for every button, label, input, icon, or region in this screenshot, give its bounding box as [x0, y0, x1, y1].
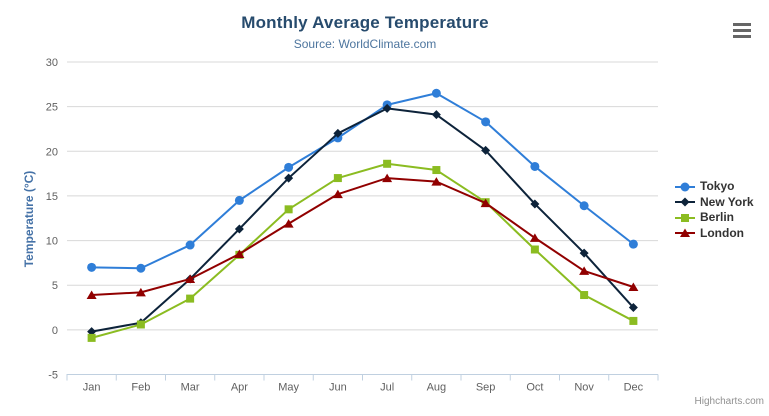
data-point-new-york[interactable] — [333, 128, 343, 138]
x-axis-label: Nov — [574, 382, 594, 394]
series-line-new-york — [90, 107, 635, 333]
data-point-london[interactable] — [86, 290, 97, 300]
hamburger-menu-icon — [733, 35, 751, 38]
x-axis-label: Apr — [231, 382, 248, 394]
legend-item-london[interactable]: London — [674, 225, 754, 240]
x-axis-label: Sep — [476, 382, 496, 394]
data-point-new-york[interactable] — [234, 224, 244, 234]
data-point-new-york[interactable] — [284, 173, 294, 183]
y-axis-label: 0 — [52, 325, 58, 337]
data-point-berlin[interactable] — [284, 205, 293, 214]
y-axis-label: 15 — [46, 191, 58, 203]
legend-item-new-york[interactable]: New York — [674, 194, 754, 209]
data-point-london[interactable] — [529, 233, 540, 242]
data-point-london[interactable] — [283, 219, 294, 228]
x-axis-label: Jan — [83, 382, 101, 394]
export-menu-button[interactable] — [733, 22, 752, 39]
data-point-berlin[interactable] — [87, 333, 96, 342]
legend-marker-square-icon — [675, 213, 695, 222]
data-point-tokyo[interactable] — [87, 262, 97, 272]
legend: Tokyo New York Berlin London — [674, 180, 754, 240]
y-axis-label: 25 — [46, 102, 58, 114]
data-point-tokyo[interactable] — [136, 263, 146, 273]
data-point-berlin[interactable] — [186, 294, 195, 303]
data-point-tokyo[interactable] — [530, 161, 540, 171]
data-point-berlin[interactable] — [136, 320, 145, 329]
legend-marker-circle-icon — [675, 182, 695, 191]
data-point-tokyo[interactable] — [628, 239, 638, 249]
data-point-tokyo[interactable] — [579, 201, 589, 211]
data-point-london[interactable] — [431, 177, 442, 186]
data-point-berlin[interactable] — [530, 245, 539, 254]
legend-item-tokyo[interactable]: Tokyo — [674, 180, 754, 193]
data-point-london[interactable] — [628, 282, 639, 292]
data-point-london[interactable] — [382, 173, 393, 183]
data-point-london[interactable] — [579, 266, 590, 275]
data-point-berlin[interactable] — [629, 316, 638, 325]
y-axis-label: -5 — [48, 370, 58, 382]
data-point-new-york[interactable] — [579, 248, 589, 258]
series-line-berlin — [90, 162, 635, 339]
x-axis-label: Mar — [181, 382, 200, 394]
series-line-tokyo — [90, 92, 635, 270]
highcharts-credit[interactable]: Highcharts.com — [694, 396, 764, 407]
x-axis-label: Aug — [427, 382, 447, 394]
x-axis-label: Feb — [131, 382, 150, 394]
data-point-tokyo[interactable] — [284, 162, 294, 172]
x-axis-label: Jul — [380, 382, 394, 394]
data-point-london[interactable] — [234, 249, 245, 258]
legend-label: Tokyo — [700, 179, 735, 193]
legend-label: New York — [700, 194, 754, 209]
y-axis-label: 5 — [52, 280, 58, 292]
data-point-new-york[interactable] — [481, 145, 491, 155]
legend-marker-triangle-icon — [675, 228, 695, 237]
chart-subtitle: Source: WorldClimate.com — [293, 37, 437, 51]
data-point-new-york[interactable] — [382, 103, 392, 113]
legend-marker-diamond-icon — [675, 197, 695, 207]
y-axis-label: 20 — [46, 146, 58, 158]
x-axis-label: May — [278, 382, 299, 394]
data-point-berlin[interactable] — [333, 174, 342, 183]
x-axis-label: Oct — [526, 382, 543, 394]
y-axis-label: 10 — [46, 236, 58, 248]
legend-label: London — [700, 225, 744, 240]
data-point-new-york[interactable] — [431, 110, 441, 120]
hamburger-menu-icon — [733, 29, 751, 32]
data-point-london[interactable] — [480, 198, 491, 208]
chart-title: Monthly Average Temperature — [241, 13, 489, 32]
x-axis-label: Jun — [329, 382, 347, 394]
data-point-tokyo[interactable] — [234, 195, 244, 205]
x-axis-label: Dec — [624, 382, 644, 394]
data-point-tokyo[interactable] — [481, 117, 491, 127]
data-point-london[interactable] — [332, 189, 343, 199]
hamburger-menu-icon — [733, 23, 751, 26]
data-point-berlin[interactable] — [383, 159, 392, 168]
data-point-new-york[interactable] — [628, 303, 638, 313]
data-point-new-york[interactable] — [530, 199, 540, 209]
data-point-berlin[interactable] — [432, 166, 441, 175]
y-axis-label: 30 — [46, 57, 58, 69]
legend-label: Berlin — [700, 210, 735, 224]
data-point-tokyo[interactable] — [431, 88, 441, 98]
data-point-london[interactable] — [135, 287, 146, 297]
data-point-tokyo[interactable] — [185, 240, 195, 250]
data-point-london[interactable] — [185, 274, 196, 283]
data-point-berlin[interactable] — [580, 291, 589, 300]
series-line-london — [90, 177, 635, 297]
legend-item-berlin[interactable]: Berlin — [674, 211, 754, 224]
